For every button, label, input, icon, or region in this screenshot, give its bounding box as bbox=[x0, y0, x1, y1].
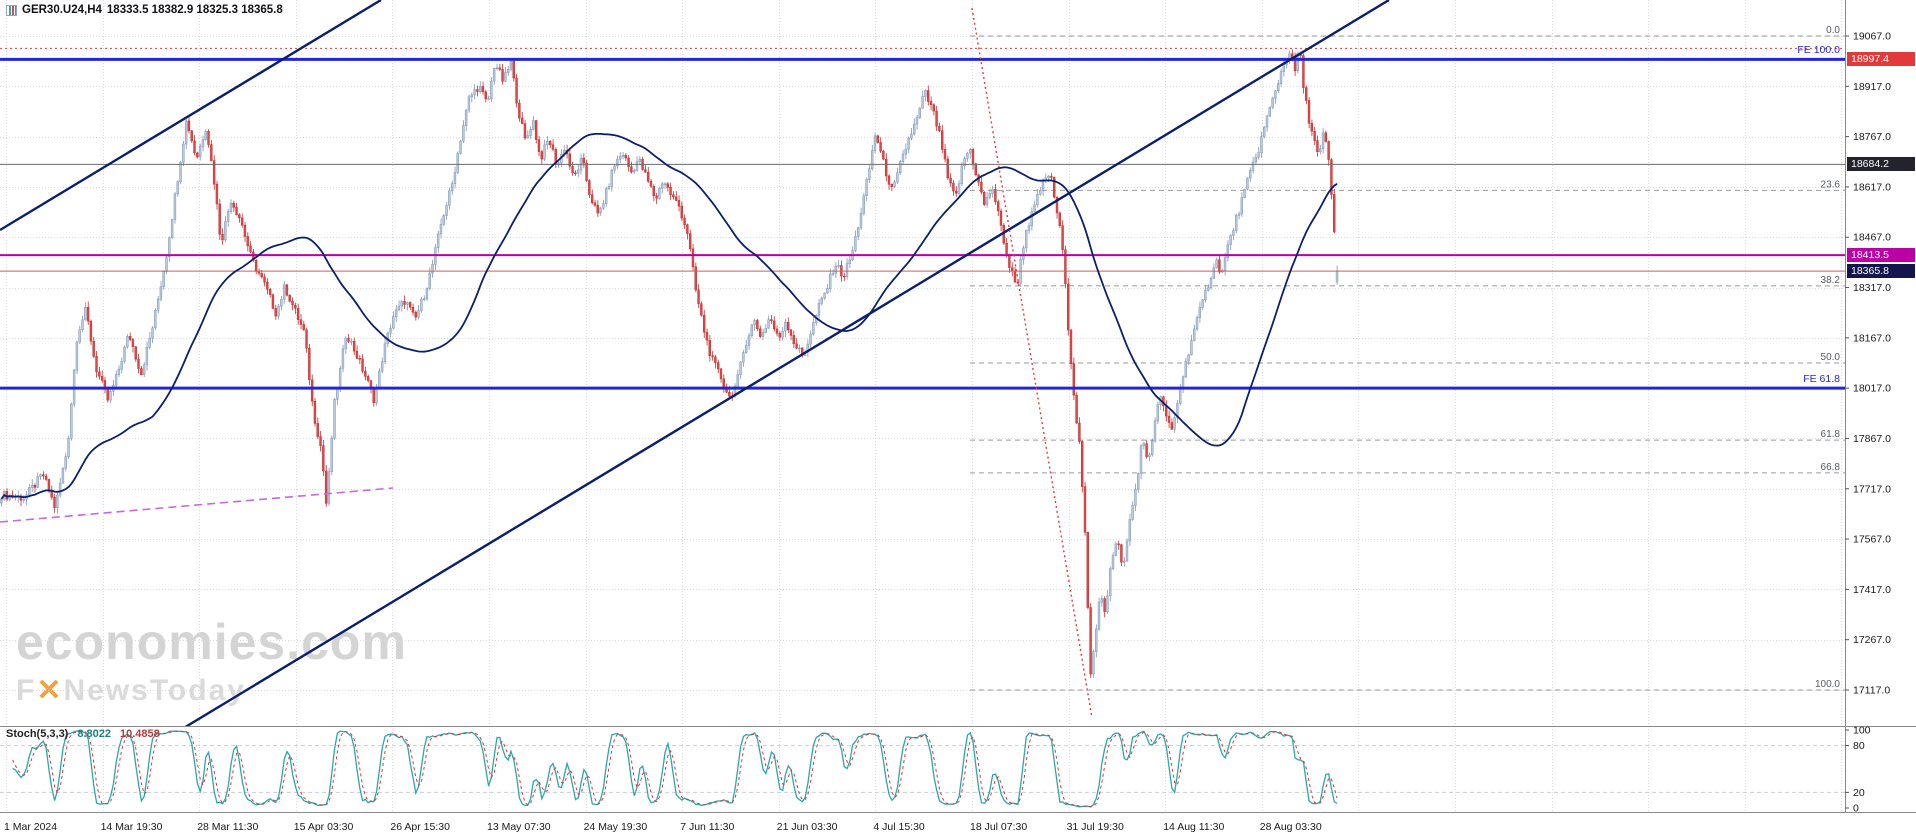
trendlines[interactable] bbox=[0, 0, 1390, 839]
svg-text:28 Aug 03:30: 28 Aug 03:30 bbox=[1260, 821, 1322, 833]
svg-text:21 Jun 03:30: 21 Jun 03:30 bbox=[777, 821, 838, 833]
fe-100-label: FE 100.0 bbox=[1797, 44, 1840, 57]
stoch-d-value: 10.4858 bbox=[120, 728, 160, 740]
svg-text:18767.0: 18767.0 bbox=[1853, 131, 1891, 143]
moving-average-line bbox=[0, 133, 1338, 500]
horizontal-lines[interactable] bbox=[0, 47, 1845, 390]
svg-text:14 Mar 19:30: 14 Mar 19:30 bbox=[101, 821, 163, 833]
watermark-brand: economies.com bbox=[16, 614, 407, 670]
svg-text:28 Mar 11:30: 28 Mar 11:30 bbox=[197, 821, 258, 833]
svg-text:20: 20 bbox=[1853, 787, 1865, 799]
svg-text:17867.0: 17867.0 bbox=[1853, 433, 1891, 445]
grid-layer bbox=[0, 0, 1845, 812]
svg-text:13 May 07:30: 13 May 07:30 bbox=[487, 821, 551, 833]
chart-title: GER30.U24,H4 18333.5 18382.9 18325.3 183… bbox=[6, 4, 283, 16]
svg-text:4 Jul 15:30: 4 Jul 15:30 bbox=[873, 821, 925, 833]
svg-text:18617.0: 18617.0 bbox=[1853, 181, 1891, 193]
price-tag-level: 18684.2 bbox=[1847, 157, 1915, 172]
price-tag-fe100: 18997.4 bbox=[1847, 52, 1915, 67]
svg-text:17567.0: 17567.0 bbox=[1853, 534, 1891, 546]
svg-text:50.0: 50.0 bbox=[1821, 352, 1841, 363]
svg-text:18467.0: 18467.0 bbox=[1853, 232, 1891, 244]
svg-text:1 Mar 2024: 1 Mar 2024 bbox=[4, 821, 57, 833]
ohlc-values: 18333.5 18382.9 18325.3 18365.8 bbox=[106, 4, 283, 16]
svg-text:7 Jun 11:30: 7 Jun 11:30 bbox=[680, 821, 734, 833]
price-axis[interactable]: 19067.0 18917.0 18767.0 18617.0 18467.0 18317… bbox=[1845, 31, 1891, 815]
stoch-levels bbox=[0, 745, 1845, 793]
svg-text:24 May 19:30: 24 May 19:30 bbox=[584, 821, 648, 833]
svg-text:61.8: 61.8 bbox=[1821, 429, 1841, 440]
svg-text:0: 0 bbox=[1853, 803, 1859, 815]
svg-text:19067.0: 19067.0 bbox=[1853, 31, 1891, 43]
svg-text:38.2: 38.2 bbox=[1821, 275, 1841, 286]
svg-text:18017.0: 18017.0 bbox=[1853, 383, 1891, 395]
svg-text:31 Jul 19:30: 31 Jul 19:30 bbox=[1067, 821, 1124, 833]
watermark-sub-f: F bbox=[16, 673, 37, 707]
stoch-k-value: 8.8022 bbox=[77, 728, 112, 740]
candles-layer[interactable] bbox=[0, 49, 1339, 678]
price-tag-bid: 18365.8 bbox=[1847, 264, 1915, 279]
fe-618-label: FE 61.8 bbox=[1803, 373, 1840, 386]
svg-text:14 Aug 11:30: 14 Aug 11:30 bbox=[1163, 821, 1224, 833]
svg-text:23.6: 23.6 bbox=[1821, 179, 1841, 190]
stoch-name: Stoch(5,3,3) bbox=[6, 728, 69, 740]
stoch-d-line bbox=[12, 730, 1338, 808]
chart-icon bbox=[6, 4, 17, 16]
svg-text:18317.0: 18317.0 bbox=[1853, 282, 1891, 294]
svg-text:100: 100 bbox=[1853, 725, 1871, 737]
panel-borders bbox=[0, 0, 1916, 813]
svg-text:18167.0: 18167.0 bbox=[1853, 332, 1891, 344]
svg-text:26 Apr 15:30: 26 Apr 15:30 bbox=[390, 821, 450, 833]
svg-text:66.8: 66.8 bbox=[1821, 462, 1841, 473]
symbol-period-label: GER30.U24,H4 bbox=[22, 4, 102, 16]
svg-text:100.0: 100.0 bbox=[1815, 679, 1840, 690]
svg-text:0.0: 0.0 bbox=[1826, 25, 1840, 36]
svg-text:18917.0: 18917.0 bbox=[1853, 81, 1891, 93]
svg-text:17417.0: 17417.0 bbox=[1853, 584, 1891, 596]
svg-text:15 Apr 03:30: 15 Apr 03:30 bbox=[294, 821, 354, 833]
svg-text:17267.0: 17267.0 bbox=[1853, 634, 1891, 646]
svg-text:17717.0: 17717.0 bbox=[1853, 483, 1891, 495]
fibonacci-retracement[interactable]: 0.0 23.6 38.2 50.0 61.8 66.8 100.0 bbox=[970, 25, 1845, 691]
svg-text:18 Jul 07:30: 18 Jul 07:30 bbox=[970, 821, 1027, 833]
stochastic-label: Stoch(5,3,3) 8.8022 10.4858 bbox=[6, 728, 160, 740]
stoch-k-line bbox=[12, 730, 1338, 808]
price-tag-magenta-level: 18413.5 bbox=[1847, 248, 1915, 263]
svg-text:80: 80 bbox=[1853, 740, 1865, 752]
svg-text:17117.0: 17117.0 bbox=[1853, 685, 1890, 697]
time-axis[interactable]: 1 Mar 2024 14 Mar 19:30 28 Mar 11:30 15 Apr… bbox=[4, 821, 1322, 833]
